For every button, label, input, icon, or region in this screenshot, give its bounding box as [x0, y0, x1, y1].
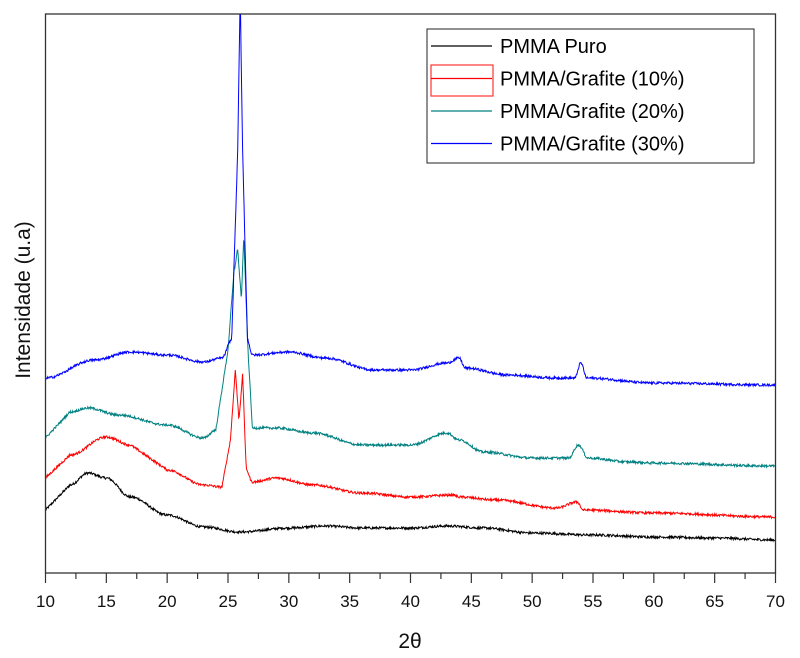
x-tick-label: 15	[97, 592, 116, 611]
x-tick-label: 45	[462, 592, 481, 611]
x-tick-label: 30	[279, 592, 298, 611]
legend: PMMA Puro PMMA/Grafite (10%) PMMA/Grafite …	[426, 28, 755, 164]
x-tick-label: 10	[36, 592, 55, 611]
x-axis-title: 2θ	[398, 630, 421, 653]
legend-label: PMMA/Grafite (20%)	[500, 101, 684, 123]
x-tick-label: 35	[340, 592, 359, 611]
series-line-3	[45, 14, 776, 388]
series-line-0	[45, 471, 776, 543]
legend-selection-box	[430, 64, 494, 97]
legend-label: PMMA Puro	[500, 36, 607, 58]
x-tick-label: 65	[705, 592, 724, 611]
x-tick-label: 40	[401, 592, 420, 611]
x-tick-label: 50	[523, 592, 542, 611]
y-axis-title: Intensidade (u.a)	[12, 221, 35, 379]
legend-label: PMMA/Grafite (30%)	[500, 134, 684, 156]
x-axis: 10 15 20 25 30 35 40 45 50 55 60 65 70	[36, 573, 785, 611]
x-tick-label: 60	[644, 592, 663, 611]
legend-label: PMMA/Grafite (10%)	[500, 69, 684, 91]
x-tick-label: 70	[766, 592, 785, 611]
series-line-1	[45, 370, 776, 520]
x-tick-label: 55	[584, 592, 603, 611]
series-layer	[45, 14, 776, 543]
x-tick-label: 25	[219, 592, 238, 611]
series-line-2	[45, 239, 776, 469]
x-tick-label: 20	[158, 592, 177, 611]
